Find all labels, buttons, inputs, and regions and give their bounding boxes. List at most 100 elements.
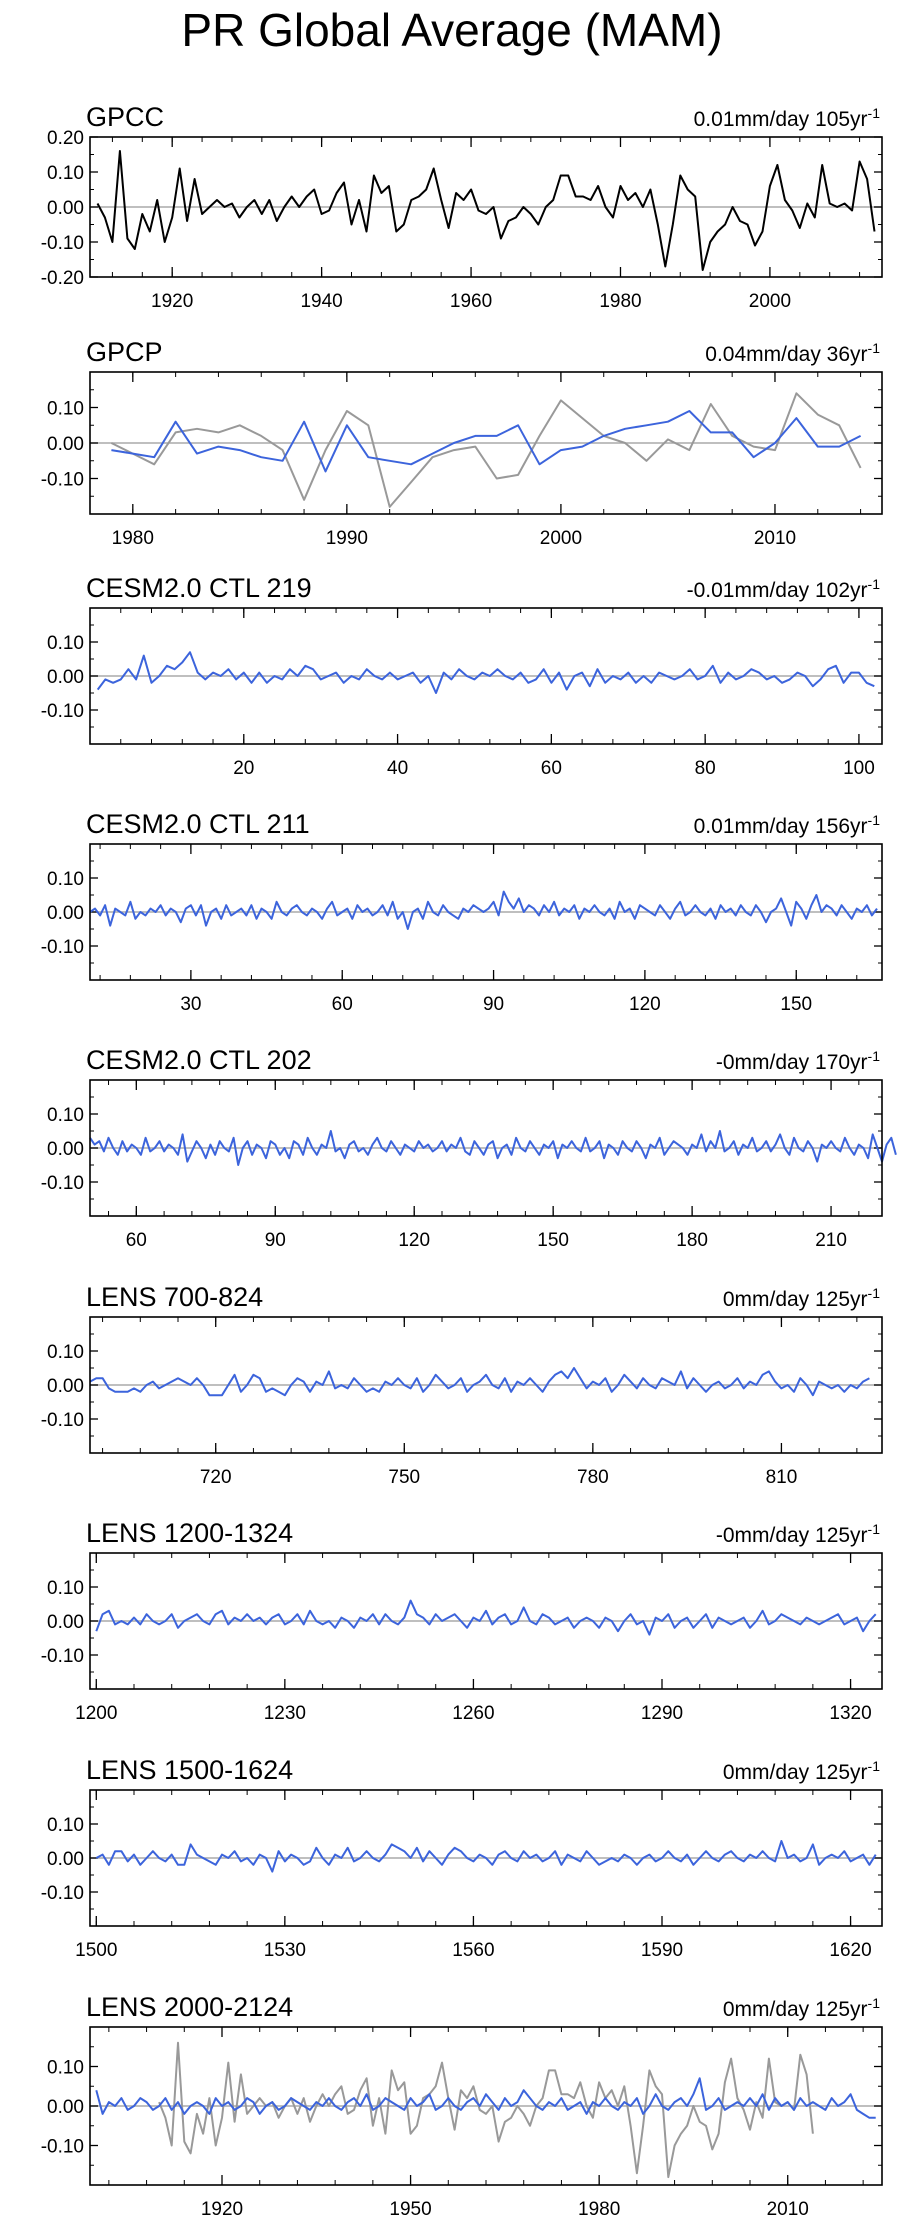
x-tick-label: 780 bbox=[577, 1467, 609, 1488]
x-tick-label: 180 bbox=[676, 1230, 708, 1251]
x-tick-label: 1990 bbox=[326, 528, 368, 549]
plot-frame bbox=[89, 607, 883, 745]
series-line-model bbox=[95, 1599, 877, 1636]
panel-1: GPCC 0.01mm/day 105yr-1 0.20 0.10 0.00 -0.10 -… bbox=[41, 102, 883, 312]
plot-frame bbox=[89, 136, 883, 278]
x-tick-label: 1590 bbox=[641, 1940, 683, 1961]
x-tick-label: 1620 bbox=[829, 1940, 871, 1961]
plot-frame bbox=[89, 1789, 883, 1927]
trend-superscript: -1 bbox=[868, 1995, 881, 2011]
series-line-model bbox=[89, 1130, 897, 1166]
y-tick-label: -0.10 bbox=[41, 470, 84, 491]
y-tick-label: -0.10 bbox=[41, 1883, 84, 1904]
figure-title: PR Global Average (MAM) bbox=[181, 4, 722, 56]
panel-trend-label: 0.04mm/day 36yr-1 bbox=[705, 340, 880, 366]
panel-trend-label: 0.01mm/day 105yr-1 bbox=[694, 105, 881, 131]
panel-trend-label: -0mm/day 170yr-1 bbox=[716, 1048, 880, 1074]
trend-text: -0mm/day 125yr bbox=[716, 1524, 868, 1547]
x-tick-label: 1980 bbox=[112, 528, 154, 549]
x-tick-label: 1200 bbox=[75, 1703, 117, 1724]
y-tick-label: -0.10 bbox=[41, 1646, 84, 1667]
panel-trend-label: -0.01mm/day 102yr-1 bbox=[687, 576, 881, 602]
panel-trend-label: 0mm/day 125yr-1 bbox=[723, 1758, 880, 1784]
trend-superscript: -1 bbox=[868, 1285, 881, 1301]
panel-title: GPCC bbox=[86, 102, 164, 132]
panel-4: CESM2.0 CTL 211 0.01mm/day 156yr-1 0.10 0.0… bbox=[41, 809, 883, 1015]
x-tick-label: 2000 bbox=[540, 528, 582, 549]
x-tick-label: 90 bbox=[265, 1230, 286, 1251]
y-tick-label: 0.00 bbox=[47, 1139, 84, 1160]
series-line-model bbox=[95, 2077, 876, 2119]
y-tick-label: -0.10 bbox=[41, 937, 84, 958]
panel-title: GPCP bbox=[86, 337, 163, 367]
plot-frame bbox=[89, 2026, 883, 2186]
plot-frame bbox=[89, 1079, 883, 1217]
panel-6: LENS 700-824 0mm/day 125yr-1 0.10 0.00 -0.10… bbox=[41, 1282, 883, 1488]
panel-trend-label: 0mm/day 125yr-1 bbox=[723, 1285, 880, 1311]
plot-frame bbox=[89, 371, 883, 515]
panel-5: CESM2.0 CTL 202 -0mm/day 170yr-1 0.10 0.00 -… bbox=[41, 1045, 897, 1251]
x-tick-label: 1950 bbox=[389, 2199, 431, 2219]
x-tick-label: 90 bbox=[483, 994, 504, 1015]
x-tick-label: 60 bbox=[332, 994, 353, 1015]
trend-superscript: -1 bbox=[868, 1758, 881, 1774]
y-tick-label: 0.00 bbox=[47, 1376, 84, 1397]
trend-text: 0mm/day 125yr bbox=[723, 1998, 868, 2021]
panel-title: LENS 1500-1624 bbox=[86, 1755, 293, 1785]
x-tick-label: 1290 bbox=[641, 1703, 683, 1724]
trend-superscript: -1 bbox=[868, 1048, 881, 1064]
y-tick-label: 0.20 bbox=[47, 128, 84, 149]
x-tick-label: 20 bbox=[233, 758, 254, 779]
x-tick-label: 1320 bbox=[829, 1703, 871, 1724]
trend-text: -0mm/day 170yr bbox=[716, 1051, 868, 1074]
y-tick-label: 0.10 bbox=[47, 1342, 84, 1363]
x-tick-label: 1560 bbox=[452, 1940, 494, 1961]
panel-trend-label: 0.01mm/day 156yr-1 bbox=[694, 812, 881, 838]
plot-frame bbox=[89, 1316, 883, 1454]
panel-3: CESM2.0 CTL 219 -0.01mm/day 102yr-1 0.10 0.… bbox=[41, 573, 883, 779]
series-line-model bbox=[89, 1367, 870, 1397]
series-line-model bbox=[96, 651, 875, 694]
trend-text: 0.01mm/day 105yr bbox=[694, 108, 868, 131]
x-tick-label: 40 bbox=[387, 758, 408, 779]
panel-2: GPCP 0.04mm/day 36yr-1 0.10 0.00 -0.10 1980 19… bbox=[41, 337, 883, 549]
trend-text: 0.04mm/day 36yr bbox=[705, 343, 867, 366]
x-tick-label: 1230 bbox=[264, 1703, 306, 1724]
series-line-model bbox=[111, 410, 862, 473]
y-tick-label: 0.10 bbox=[47, 1105, 84, 1126]
y-tick-label: 0.00 bbox=[47, 1612, 84, 1633]
panel-title: CESM2.0 CTL 219 bbox=[86, 573, 312, 603]
y-tick-label: 0.10 bbox=[47, 399, 84, 420]
x-tick-label: 210 bbox=[815, 1230, 847, 1251]
x-tick-label: 150 bbox=[780, 994, 812, 1015]
y-tick-label: 0.00 bbox=[47, 903, 84, 924]
trend-text: 0mm/day 125yr bbox=[723, 1288, 868, 1311]
x-tick-label: 2010 bbox=[767, 2199, 809, 2219]
series-line-model bbox=[95, 1840, 877, 1873]
x-tick-label: 30 bbox=[180, 994, 201, 1015]
x-tick-label: 120 bbox=[629, 994, 661, 1015]
y-tick-label: -0.10 bbox=[41, 1173, 84, 1194]
panel-8: LENS 1500-1624 0mm/day 125yr-1 0.10 0.00 -0.… bbox=[41, 1755, 883, 1961]
x-tick-label: 100 bbox=[843, 758, 875, 779]
trend-text: 0.01mm/day 156yr bbox=[694, 815, 868, 838]
y-tick-label: 0.10 bbox=[47, 1815, 84, 1836]
plot-frame bbox=[89, 1552, 883, 1690]
panel-title: LENS 700-824 bbox=[86, 1282, 263, 1312]
y-tick-label: 0.00 bbox=[47, 2097, 84, 2118]
x-tick-label: 720 bbox=[200, 1467, 232, 1488]
y-tick-label: 0.10 bbox=[47, 2058, 84, 2079]
panel-title: LENS 2000-2124 bbox=[86, 1992, 293, 2022]
y-tick-label: -0.10 bbox=[41, 233, 84, 254]
x-tick-label: 1980 bbox=[599, 291, 641, 312]
y-tick-label: 0.00 bbox=[47, 1849, 84, 1870]
series-line-obs bbox=[96, 150, 876, 271]
y-tick-label: 0.00 bbox=[47, 198, 84, 219]
x-tick-label: 1530 bbox=[264, 1940, 306, 1961]
trend-superscript: -1 bbox=[868, 105, 881, 121]
trend-text: -0.01mm/day 102yr bbox=[687, 579, 868, 602]
y-tick-label: 0.10 bbox=[47, 869, 84, 890]
series-line-model bbox=[89, 890, 878, 930]
x-tick-label: 80 bbox=[695, 758, 716, 779]
